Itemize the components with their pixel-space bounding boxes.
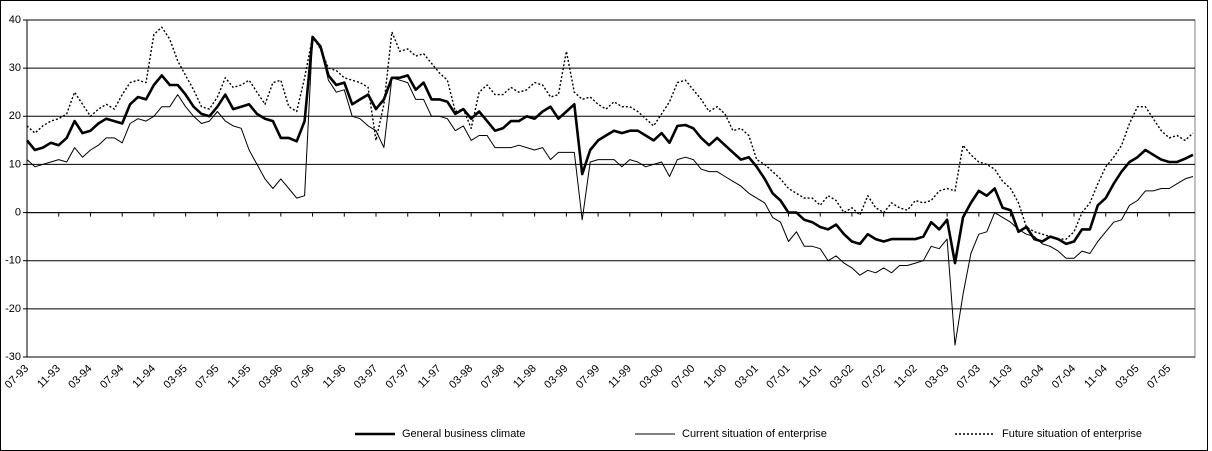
legend-label: General business climate (402, 428, 526, 440)
y-tick-label: 20 (9, 110, 21, 122)
legend-label: Future situation of enterprise (1002, 428, 1142, 440)
y-tick-label: -10 (5, 255, 21, 267)
y-tick-label: 10 (9, 158, 21, 170)
series-line (26, 26, 1194, 240)
series-line (26, 36, 1194, 346)
series-line (25, 35, 1194, 265)
legend-label: Current situation of enterprise (682, 428, 827, 440)
plot-area (26, 19, 1196, 358)
y-tick-label: 40 (9, 14, 21, 26)
y-tick-label: -30 (5, 351, 21, 363)
y-tick-label: -20 (5, 303, 21, 315)
y-tick-label: 30 (9, 62, 21, 74)
y-tick-label: 0 (15, 206, 21, 218)
